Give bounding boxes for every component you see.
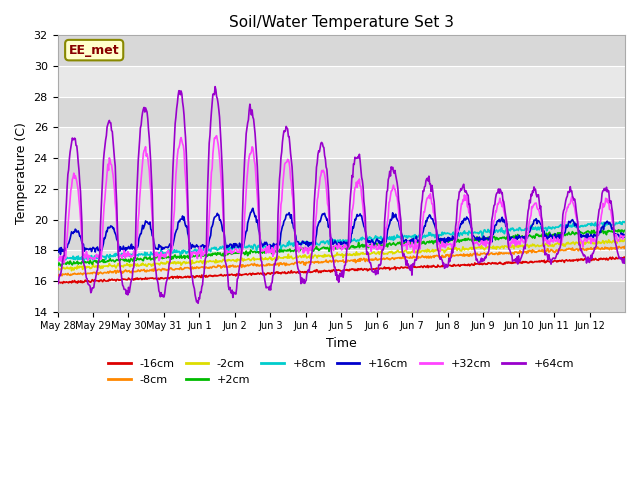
Text: EE_met: EE_met xyxy=(69,44,120,57)
X-axis label: Time: Time xyxy=(326,337,356,350)
Y-axis label: Temperature (C): Temperature (C) xyxy=(15,122,28,225)
Bar xyxy=(58,189,625,219)
Bar xyxy=(58,128,625,158)
Bar xyxy=(58,66,625,97)
Legend: -16cm, -8cm, -2cm, +2cm, +8cm, +16cm, +32cm, +64cm: -16cm, -8cm, -2cm, +2cm, +8cm, +16cm, +3… xyxy=(104,355,579,389)
Bar xyxy=(58,36,625,66)
Bar xyxy=(58,281,625,312)
Bar xyxy=(58,250,625,281)
Bar xyxy=(58,219,625,250)
Title: Soil/Water Temperature Set 3: Soil/Water Temperature Set 3 xyxy=(228,15,454,30)
Bar xyxy=(58,97,625,128)
Bar xyxy=(58,158,625,189)
